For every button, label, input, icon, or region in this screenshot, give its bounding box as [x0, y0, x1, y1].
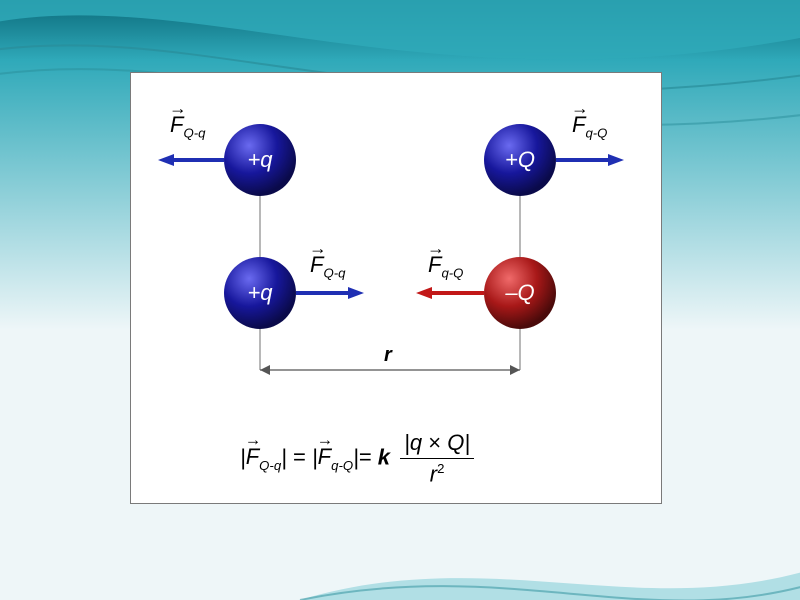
charge-label: +q [230, 147, 290, 173]
force-vector-label: →Fq-Q [428, 252, 463, 280]
charge-label: +Q [490, 147, 550, 173]
slide-stage: →FQ-q →Fq-Q →FQ-q →Fq-Q +q +Q +q –Q r |→FQ-q| … [0, 0, 800, 600]
charge-label: –Q [490, 280, 550, 306]
force-vector-label: →FQ-q [170, 112, 205, 140]
coulomb-formula: |→FQ-q| = |→Fq-Q|= k |q × Q|r2 [240, 430, 478, 487]
distance-label: r [384, 344, 392, 367]
charge-label: +q [230, 280, 290, 306]
force-vector-label: →FQ-q [310, 252, 345, 280]
force-vector-label: →Fq-Q [572, 112, 607, 140]
